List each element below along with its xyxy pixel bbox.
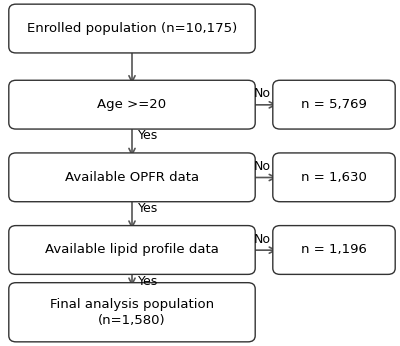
Text: No: No (254, 233, 271, 246)
FancyBboxPatch shape (273, 153, 395, 202)
FancyBboxPatch shape (9, 4, 255, 53)
Text: Enrolled population (n=10,175): Enrolled population (n=10,175) (27, 22, 237, 35)
FancyBboxPatch shape (9, 80, 255, 129)
Text: Yes: Yes (138, 129, 158, 143)
Text: n = 5,769: n = 5,769 (301, 98, 367, 111)
Text: No: No (254, 160, 271, 173)
Text: Available OPFR data: Available OPFR data (65, 171, 199, 184)
Text: Yes: Yes (138, 202, 158, 215)
FancyBboxPatch shape (9, 283, 255, 342)
Text: No: No (254, 87, 271, 100)
Text: Yes: Yes (138, 275, 158, 288)
FancyBboxPatch shape (9, 153, 255, 202)
FancyBboxPatch shape (9, 226, 255, 274)
Text: Age >=20: Age >=20 (98, 98, 166, 111)
Text: n = 1,630: n = 1,630 (301, 171, 367, 184)
FancyBboxPatch shape (273, 80, 395, 129)
Text: n = 1,196: n = 1,196 (301, 244, 367, 256)
Text: Available lipid profile data: Available lipid profile data (45, 244, 219, 256)
FancyBboxPatch shape (273, 226, 395, 274)
Text: Final analysis population
(n=1,580): Final analysis population (n=1,580) (50, 298, 214, 327)
